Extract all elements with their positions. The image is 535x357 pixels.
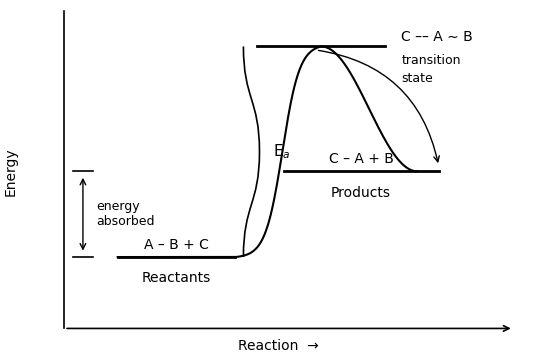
Text: Reactants: Reactants [142,271,211,285]
Text: Reaction  →: Reaction → [238,340,318,353]
Text: C –– A ∼ B: C –– A ∼ B [401,30,473,45]
Text: state: state [401,72,433,85]
Text: A – B + C: A – B + C [144,238,209,252]
Text: Products: Products [331,186,391,200]
Text: transition: transition [401,54,461,67]
Text: Energy: Energy [4,147,18,196]
Text: energy
absorbed: energy absorbed [96,200,155,228]
Text: C – A + B: C – A + B [328,152,394,166]
Text: E$_a$: E$_a$ [273,142,291,161]
